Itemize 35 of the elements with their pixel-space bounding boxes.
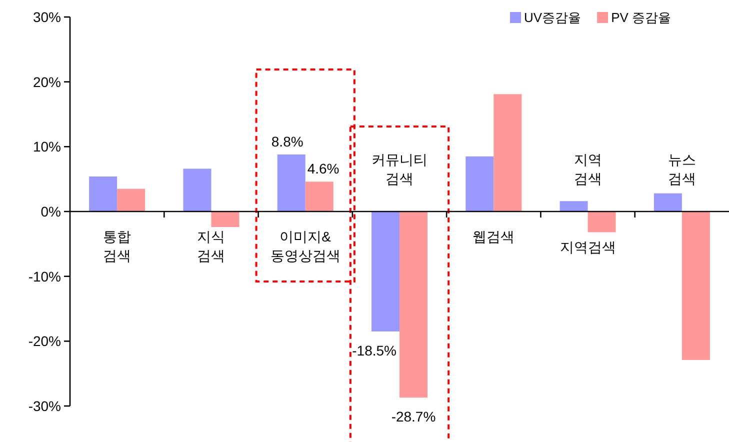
data-label: -18.5%: [352, 342, 396, 358]
y-tick-label: -30%: [28, 398, 61, 414]
legend-label: PV 증감율: [611, 10, 672, 25]
x-tick-label: 뉴스 검색: [668, 152, 696, 186]
bar: [588, 212, 616, 232]
bar: [654, 193, 682, 212]
data-label: 8.8%: [271, 133, 304, 150]
bar: [560, 201, 588, 212]
y-tick-label: 30%: [32, 9, 61, 25]
bar: [682, 212, 710, 360]
bar: [372, 212, 400, 332]
annotation: 지역검색: [560, 239, 616, 256]
bar: [466, 156, 494, 212]
bar: [305, 182, 334, 212]
x-tick-label: 웹검색: [472, 228, 515, 244]
bar: [89, 176, 118, 212]
y-tick-label: -20%: [28, 333, 61, 350]
bar: [277, 154, 306, 212]
x-tick-label: 커뮤니티 검색: [372, 152, 428, 186]
legend-label: UV증감율: [524, 10, 582, 25]
bar: [400, 212, 428, 398]
bar: [183, 168, 212, 212]
y-tick-label: 10%: [32, 138, 61, 155]
data-label: 4.6%: [307, 160, 340, 177]
y-tick-label: -10%: [28, 268, 61, 284]
bar: [211, 212, 240, 228]
x-tick-label: 지식 검색: [197, 228, 226, 264]
bar: [494, 94, 522, 212]
x-tick-label: 지역 검색: [574, 152, 602, 186]
y-tick-label: 20%: [32, 74, 61, 90]
x-tick-label: 이미지& 동영상검색: [270, 228, 340, 264]
bar: [117, 188, 146, 212]
y-tick-label: 0%: [40, 204, 61, 220]
data-label: -28.7%: [391, 408, 436, 425]
x-tick-label: 통합 검색: [103, 228, 132, 264]
